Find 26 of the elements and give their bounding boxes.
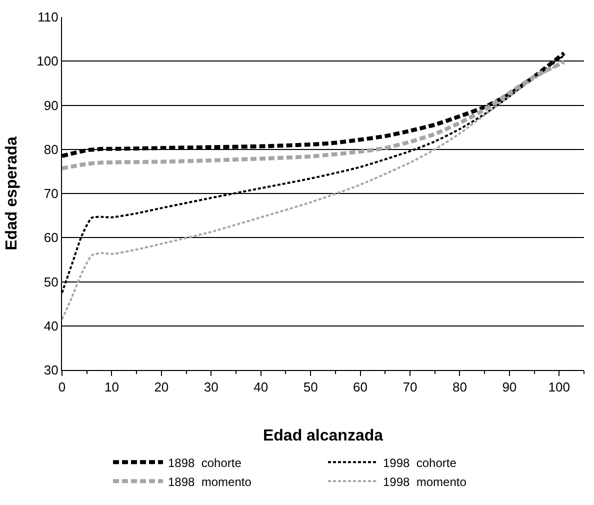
x-tick-label: 50: [303, 380, 318, 395]
y-tick-label: 110: [38, 10, 58, 25]
x-tick-label: 40: [254, 380, 268, 395]
x-tick-label: 20: [154, 380, 169, 395]
y-tick-label: 80: [44, 142, 58, 157]
legend-label: 1898 cohorte: [168, 456, 242, 470]
y-tick-label: 30: [44, 362, 58, 378]
x-tick-label: 70: [402, 380, 418, 395]
legend-label: 1898 momento: [168, 474, 252, 489]
legend-label: 1998 cohorte: [383, 456, 457, 470]
y-tick-label: 100: [36, 54, 58, 69]
x-tick-label: 60: [353, 380, 368, 395]
x-tick-label: 0: [58, 380, 66, 395]
y-tick-label: 90: [44, 98, 58, 113]
y-tick-label: 50: [44, 274, 58, 290]
x-tick-label: 80: [452, 380, 467, 395]
x-tick-label: 30: [204, 380, 218, 395]
y-tick-label: 60: [44, 230, 58, 246]
y-axis-title: Edad esperada: [4, 136, 21, 250]
legend-label: 1998 momento: [383, 474, 467, 489]
y-tick-label: 70: [44, 186, 58, 202]
x-tick-label: 10: [104, 380, 119, 395]
x-tick-label: 90: [502, 380, 517, 395]
y-tick-label: 40: [44, 318, 58, 334]
x-axis-title: Edad alcanzada: [262, 427, 384, 444]
x-tick-label: 100: [548, 380, 570, 395]
